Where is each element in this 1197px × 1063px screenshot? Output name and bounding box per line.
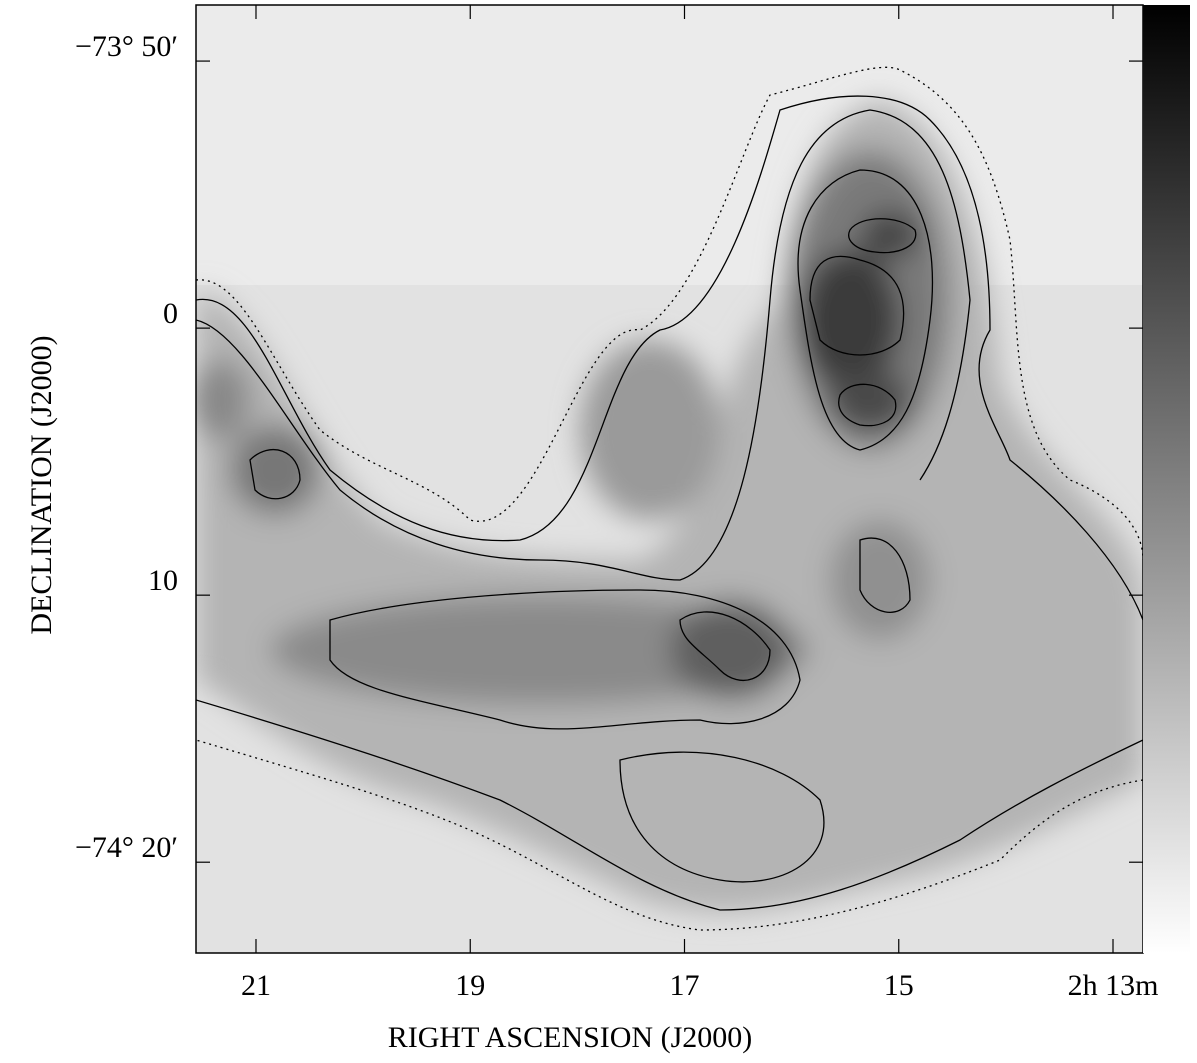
x-tick-label: 2h 13m [1068,969,1159,1002]
colorbar [1143,5,1190,953]
intensity-image [196,5,1143,953]
x-tick-label: 15 [884,969,914,1002]
y-tick-label: 10 [148,564,178,597]
y-tick-label: 0 [163,297,178,330]
y-tick-label: −73° 50′ [75,30,178,63]
x-tick-label: 21 [241,969,271,1002]
x-axis-label: RIGHT ASCENSION (J2000) [388,1021,752,1054]
y-tick-label: −74° 20′ [75,831,178,864]
x-tick-label: 19 [455,969,485,1002]
y-axis-label: DECLINATION (J2000) [25,335,58,634]
x-tick-label: 17 [669,969,699,1002]
